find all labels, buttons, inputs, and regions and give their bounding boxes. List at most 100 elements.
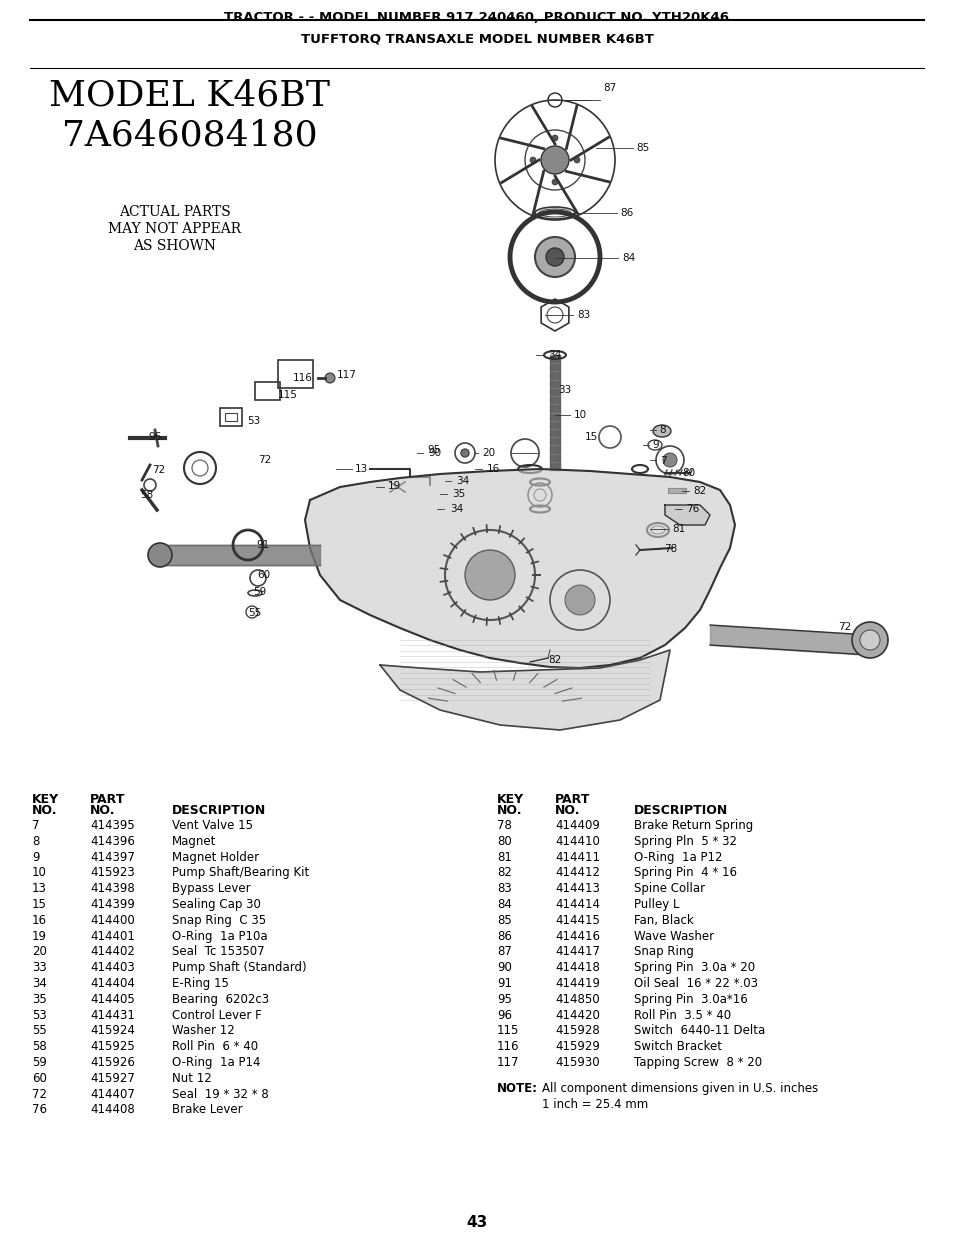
Text: 33: 33 [32, 961, 47, 974]
Text: 95: 95 [427, 445, 439, 454]
Text: PART: PART [555, 793, 590, 806]
Text: 117: 117 [336, 370, 356, 380]
Text: Seal  Tc 153507: Seal Tc 153507 [172, 946, 264, 958]
Text: 13: 13 [32, 882, 47, 895]
Text: 414399: 414399 [90, 898, 134, 911]
Circle shape [552, 179, 558, 185]
Text: 85: 85 [497, 914, 511, 926]
Text: 414397: 414397 [90, 851, 134, 863]
Text: 83: 83 [577, 310, 590, 320]
Text: 7A646084180: 7A646084180 [62, 119, 317, 152]
Text: 86: 86 [619, 207, 633, 219]
Text: 84: 84 [497, 898, 512, 911]
Text: NO.: NO. [32, 804, 57, 818]
Text: 72: 72 [152, 466, 165, 475]
Text: 84: 84 [621, 253, 635, 263]
Text: 414410: 414410 [555, 835, 599, 847]
Text: Switch Bracket: Switch Bracket [634, 1040, 721, 1053]
Text: DESCRIPTION: DESCRIPTION [172, 804, 266, 818]
Text: NO.: NO. [90, 804, 115, 818]
Text: 90: 90 [428, 448, 440, 458]
Text: 76: 76 [32, 1103, 47, 1116]
Polygon shape [664, 505, 709, 525]
Text: 86: 86 [497, 930, 512, 942]
Text: 9: 9 [651, 440, 658, 450]
Text: O-Ring  1a P12: O-Ring 1a P12 [634, 851, 721, 863]
Text: 414411: 414411 [555, 851, 599, 863]
Bar [220, 408, 242, 426]
Text: Sealing Cap 30: Sealing Cap 30 [172, 898, 260, 911]
Circle shape [851, 622, 887, 658]
Text: 414405: 414405 [90, 993, 134, 1005]
Text: Control Lever F: Control Lever F [172, 1009, 261, 1021]
Text: 414402: 414402 [90, 946, 134, 958]
Text: MODEL K46BT: MODEL K46BT [50, 78, 330, 112]
Circle shape [540, 146, 568, 174]
Text: 55: 55 [248, 608, 261, 618]
Text: 415930: 415930 [555, 1056, 599, 1070]
Text: 414407: 414407 [90, 1088, 134, 1100]
Text: 91: 91 [497, 977, 512, 990]
Text: 415926: 415926 [90, 1056, 134, 1070]
Text: 34: 34 [547, 350, 560, 359]
Text: Bearing  6202c3: Bearing 6202c3 [172, 993, 269, 1005]
Text: 85: 85 [636, 143, 649, 153]
Text: 35: 35 [452, 489, 465, 499]
Text: 20: 20 [32, 946, 47, 958]
Text: 414395: 414395 [90, 819, 134, 832]
Text: 414401: 414401 [90, 930, 134, 942]
Text: KEY: KEY [32, 793, 59, 806]
Text: 415925: 415925 [90, 1040, 134, 1053]
Text: TUFFTORQ TRANSAXLE MODEL NUMBER K46BT: TUFFTORQ TRANSAXLE MODEL NUMBER K46BT [300, 32, 653, 44]
Text: NOTE:: NOTE: [497, 1082, 537, 1094]
Text: 20: 20 [481, 448, 495, 458]
Text: Pump Shaft (Standard): Pump Shaft (Standard) [172, 961, 306, 974]
Circle shape [325, 373, 335, 383]
Text: 414415: 414415 [555, 914, 599, 926]
Text: 414396: 414396 [90, 835, 134, 847]
Text: 116: 116 [293, 373, 313, 383]
Text: 53: 53 [247, 416, 260, 426]
Text: 16: 16 [486, 464, 499, 474]
Text: 10: 10 [574, 410, 586, 420]
Circle shape [530, 157, 536, 163]
Circle shape [545, 248, 563, 266]
Text: 55: 55 [32, 1024, 47, 1037]
Text: 78: 78 [663, 543, 677, 555]
Text: 72: 72 [257, 454, 271, 466]
Circle shape [552, 135, 558, 141]
Text: 9: 9 [32, 851, 39, 863]
Polygon shape [305, 469, 734, 668]
Text: 115: 115 [277, 390, 297, 400]
Text: 82: 82 [497, 867, 512, 879]
Text: 76: 76 [685, 504, 699, 514]
Text: 81: 81 [497, 851, 512, 863]
Bar [254, 382, 280, 400]
Circle shape [859, 630, 879, 650]
Circle shape [564, 585, 595, 615]
Text: 414403: 414403 [90, 961, 134, 974]
Text: Washer 12: Washer 12 [172, 1024, 234, 1037]
Text: MAY NOT APPEAR: MAY NOT APPEAR [109, 222, 241, 236]
Text: 87: 87 [602, 83, 616, 93]
Text: 1 inch = 25.4 mm: 1 inch = 25.4 mm [541, 1098, 648, 1110]
Text: 58: 58 [32, 1040, 47, 1053]
Text: 82: 82 [547, 655, 560, 664]
Text: 8: 8 [659, 425, 665, 435]
Text: Magnet: Magnet [172, 835, 216, 847]
Text: 33: 33 [558, 385, 571, 395]
Text: 414404: 414404 [90, 977, 134, 990]
Text: Spring Pln  5 * 32: Spring Pln 5 * 32 [634, 835, 737, 847]
Text: 8: 8 [32, 835, 39, 847]
Text: TRACTOR - - MODEL NUMBER 917.240460, PRODUCT NO. YTH20K46: TRACTOR - - MODEL NUMBER 917.240460, PRO… [224, 11, 729, 23]
Circle shape [464, 550, 515, 600]
Text: 414409: 414409 [555, 819, 599, 832]
Text: Tapping Screw  8 * 20: Tapping Screw 8 * 20 [634, 1056, 761, 1070]
Text: 59: 59 [253, 587, 266, 597]
Text: 95: 95 [497, 993, 512, 1005]
Text: 91: 91 [255, 540, 269, 550]
Text: 34: 34 [450, 504, 463, 514]
Text: 414413: 414413 [555, 882, 599, 895]
Text: 415924: 415924 [90, 1024, 134, 1037]
Text: 414408: 414408 [90, 1103, 134, 1116]
